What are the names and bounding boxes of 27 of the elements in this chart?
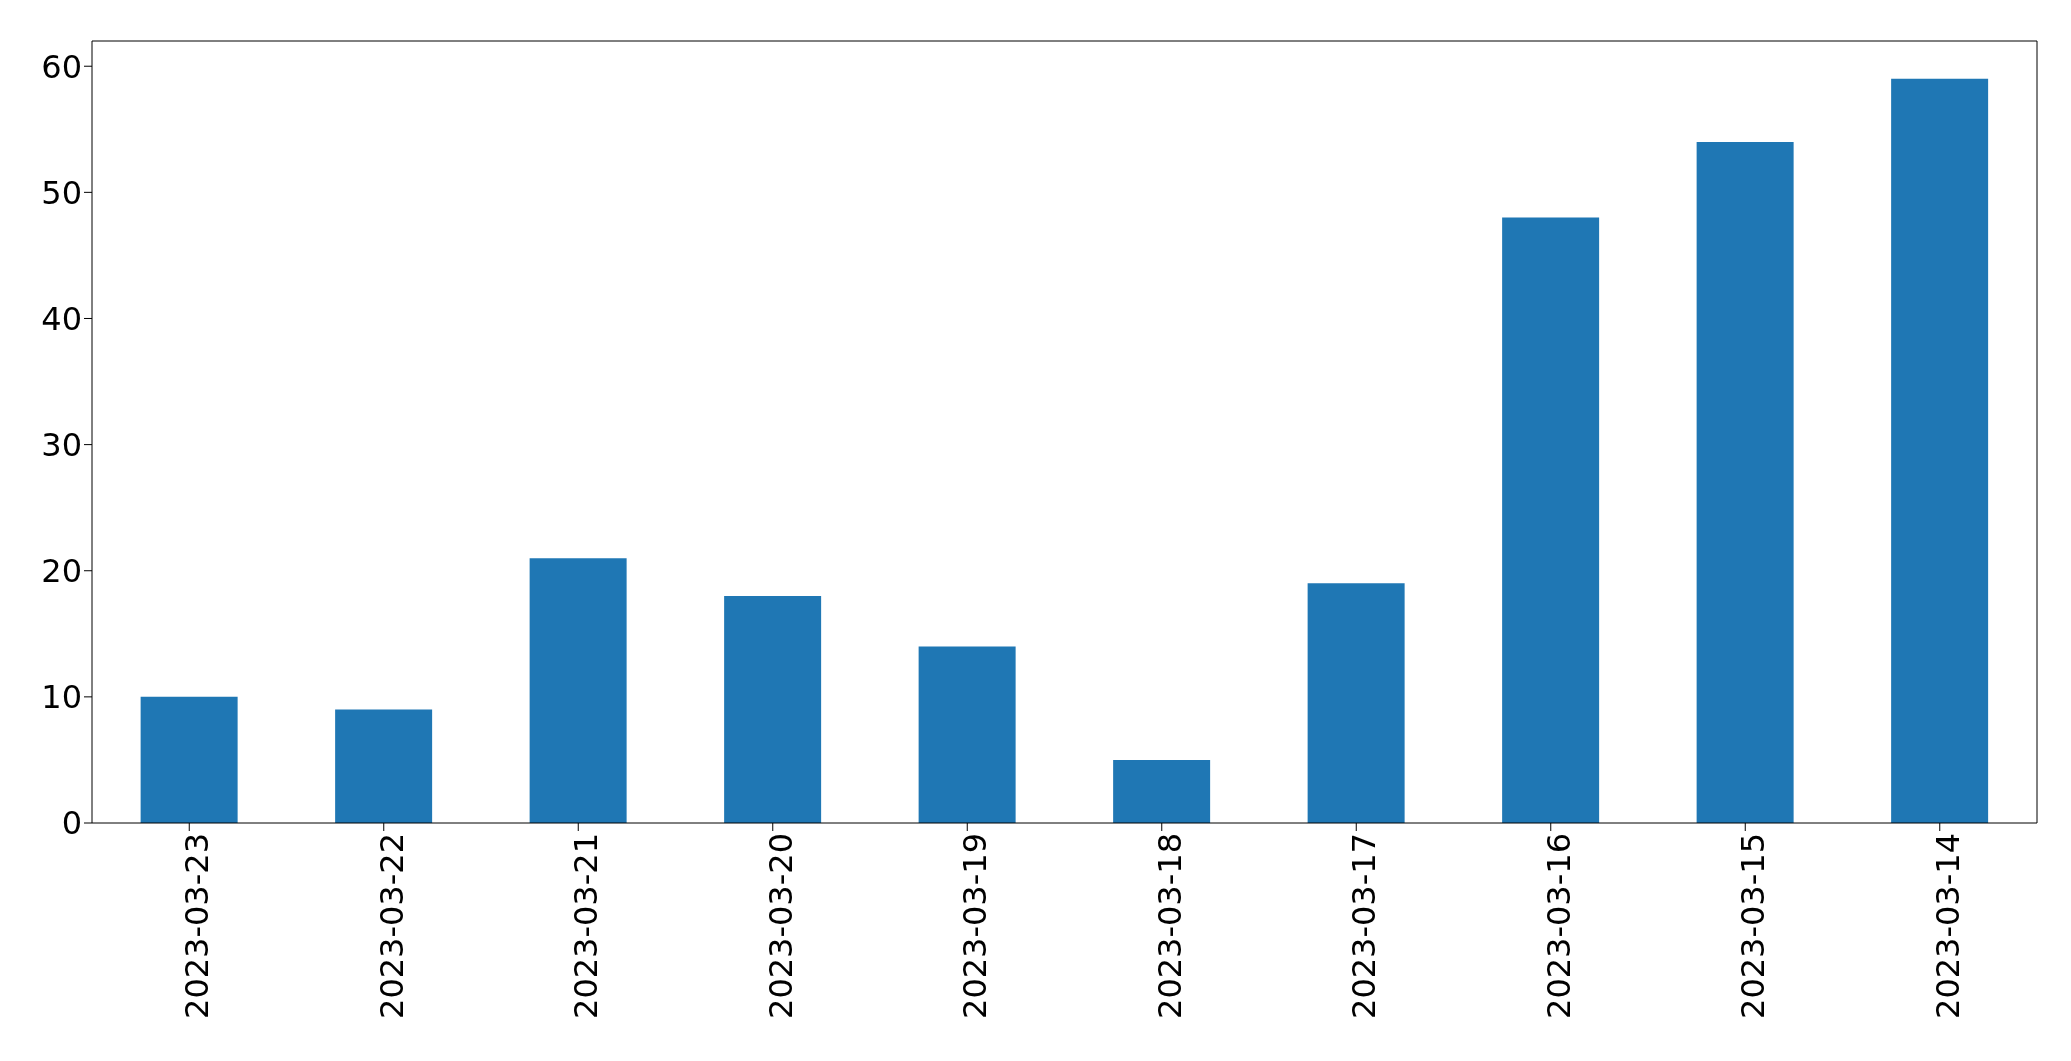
bar [1891, 78, 1989, 823]
bar [1113, 759, 1211, 823]
bar [1696, 141, 1794, 823]
bar [918, 646, 1016, 823]
y-tick-label: 30 [41, 425, 82, 464]
bar [529, 558, 627, 823]
bar [1502, 217, 1600, 823]
x-tick-label: 2023-03-18 [1150, 833, 1189, 1019]
x-tick-label: 2023-03-15 [1734, 833, 1773, 1019]
y-tick-label: 50 [41, 173, 82, 212]
y-tick-label: 10 [41, 678, 82, 717]
x-tick-label: 2023-03-17 [1345, 833, 1384, 1019]
bar [140, 696, 238, 823]
x-tick-label: 2023-03-20 [761, 833, 800, 1019]
bar [724, 595, 822, 823]
bar [1307, 583, 1405, 823]
x-tick-label: 2023-03-21 [567, 833, 606, 1019]
y-tick-label: 40 [41, 299, 82, 338]
y-tick-label: 20 [41, 552, 82, 591]
bar [335, 709, 433, 823]
y-tick-label: 0 [61, 804, 82, 843]
x-tick-label: 2023-03-19 [956, 833, 995, 1019]
x-tick-label: 2023-03-16 [1539, 833, 1578, 1019]
y-tick-label: 60 [41, 47, 82, 86]
x-tick-label: 2023-03-23 [178, 833, 217, 1019]
x-tick-label: 2023-03-22 [372, 833, 411, 1019]
x-tick-label: 2023-03-14 [1928, 833, 1967, 1019]
